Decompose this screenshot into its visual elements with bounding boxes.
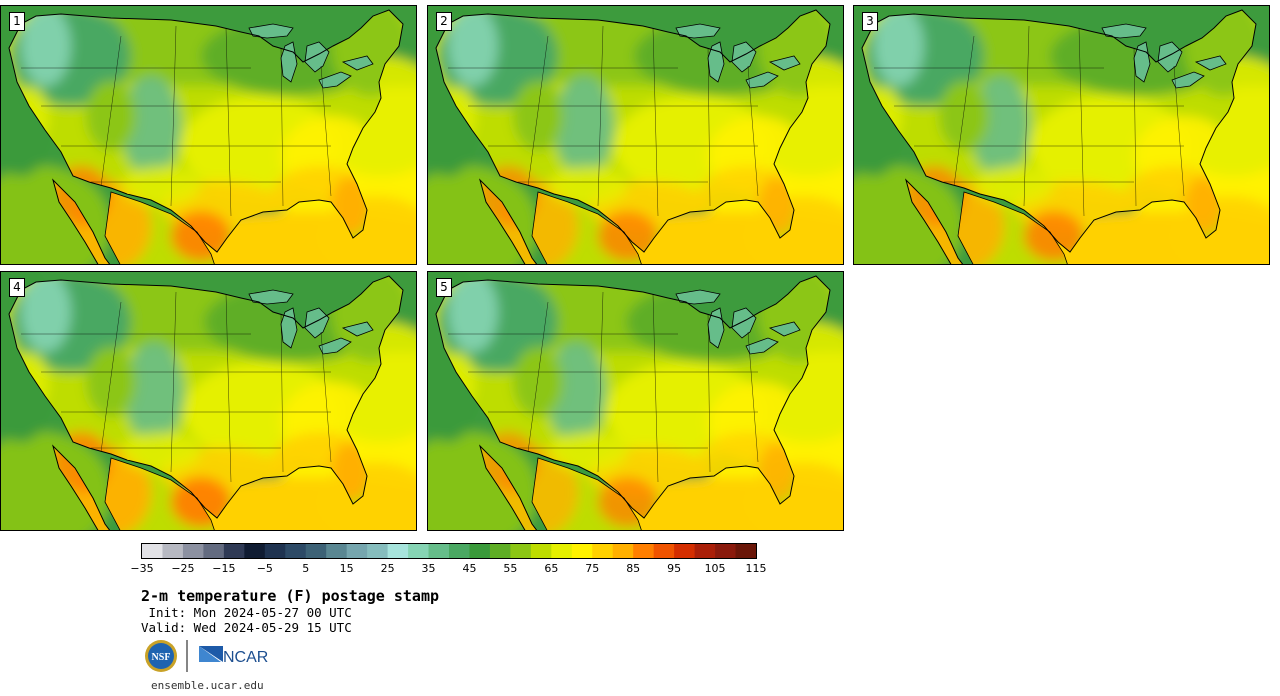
colorbar-tick-label: 115 bbox=[745, 562, 767, 575]
colorbar-segment bbox=[305, 544, 327, 558]
ncar-logo: NCAR bbox=[199, 646, 268, 666]
colorbar-segment bbox=[223, 544, 245, 558]
colorbar-tick-label: 75 bbox=[585, 562, 600, 575]
colorbar-segment bbox=[551, 544, 573, 558]
footer-url[interactable]: ensemble.ucar.edu bbox=[151, 679, 264, 692]
colorbar-segment bbox=[449, 544, 470, 558]
valid-time: Valid: Wed 2024-05-29 15 UTC bbox=[141, 620, 352, 635]
colorbar-segment bbox=[489, 544, 511, 558]
colorbar-tick-label: 95 bbox=[667, 562, 682, 575]
map-panel-1: 1 bbox=[0, 5, 417, 265]
colorbar-segment bbox=[674, 544, 695, 558]
temperature-map bbox=[428, 6, 843, 264]
colorbar-segment bbox=[633, 544, 655, 558]
temperature-map bbox=[1, 272, 416, 530]
colorbar-segment bbox=[346, 544, 368, 558]
nsf-logo: NSF bbox=[145, 640, 177, 672]
colorbar-segment bbox=[326, 544, 348, 558]
member-label: 5 bbox=[436, 278, 452, 297]
colorbar-segment bbox=[715, 544, 736, 558]
colorbar-segment bbox=[571, 544, 593, 558]
logos: NSF NCAR bbox=[145, 640, 268, 672]
map-panel-3: 3 bbox=[853, 5, 1270, 265]
colorbar-tick-label: 15 bbox=[339, 562, 354, 575]
colorbar-segment bbox=[367, 544, 388, 558]
member-label: 1 bbox=[9, 12, 25, 31]
colorbar-tick-label: 55 bbox=[503, 562, 518, 575]
colorbar-segment bbox=[530, 544, 552, 558]
map-panel-4: 4 bbox=[0, 271, 417, 531]
member-label: 4 bbox=[9, 278, 25, 297]
colorbar-tick-label: −35 bbox=[130, 562, 154, 575]
colorbar-tick-label: 65 bbox=[544, 562, 559, 575]
colorbar-segment bbox=[510, 544, 532, 558]
member-label: 3 bbox=[862, 12, 878, 31]
colorbar-segment bbox=[244, 544, 266, 558]
colorbar-segment bbox=[203, 544, 225, 558]
colorbar-tick-labels: −35 −25 −15 −5 5 15 25 35 45 55 65 75 85 95 105 115 bbox=[130, 562, 766, 578]
temperature-map bbox=[854, 6, 1269, 264]
init-time: Init: Mon 2024-05-27 00 UTC bbox=[141, 605, 352, 620]
colorbar-segment bbox=[735, 544, 757, 558]
colorbar-segment bbox=[182, 544, 204, 558]
nsf-logo-text: NSF bbox=[152, 652, 171, 663]
colorbar-segment bbox=[387, 544, 409, 558]
map-panel-5: 5 bbox=[427, 271, 844, 531]
colorbar-segment bbox=[408, 544, 429, 558]
colorbar-segment bbox=[469, 544, 491, 558]
map-panel-2: 2 bbox=[427, 5, 844, 265]
colorbar-tick-label: 25 bbox=[380, 562, 395, 575]
colorbar bbox=[141, 543, 757, 559]
colorbar-tick-label: 45 bbox=[462, 562, 477, 575]
colorbar-segment bbox=[285, 544, 307, 558]
temperature-map bbox=[1, 6, 416, 264]
colorbar-tick-label: −15 bbox=[212, 562, 236, 575]
colorbar-tick-label: −5 bbox=[256, 562, 273, 575]
colorbar-tick-label: 5 bbox=[302, 562, 310, 575]
colorbar-tick-label: −25 bbox=[171, 562, 195, 575]
chart-title: 2-m temperature (F) postage stamp bbox=[141, 587, 440, 605]
colorbar-segment bbox=[653, 544, 675, 558]
colorbar-tick-label: 105 bbox=[704, 562, 726, 575]
temperature-map bbox=[428, 272, 843, 530]
colorbar-segment bbox=[162, 544, 184, 558]
member-label: 2 bbox=[436, 12, 452, 31]
colorbar-segment bbox=[428, 544, 450, 558]
colorbar-segment bbox=[612, 544, 634, 558]
colorbar-segment bbox=[264, 544, 286, 558]
colorbar-segment bbox=[142, 544, 163, 558]
colorbar-segment bbox=[592, 544, 614, 558]
colorbar-segment bbox=[694, 544, 716, 558]
ncar-logo-text: NCAR bbox=[223, 649, 268, 666]
colorbar-tick-label: 35 bbox=[421, 562, 436, 575]
colorbar-tick-label: 85 bbox=[626, 562, 641, 575]
